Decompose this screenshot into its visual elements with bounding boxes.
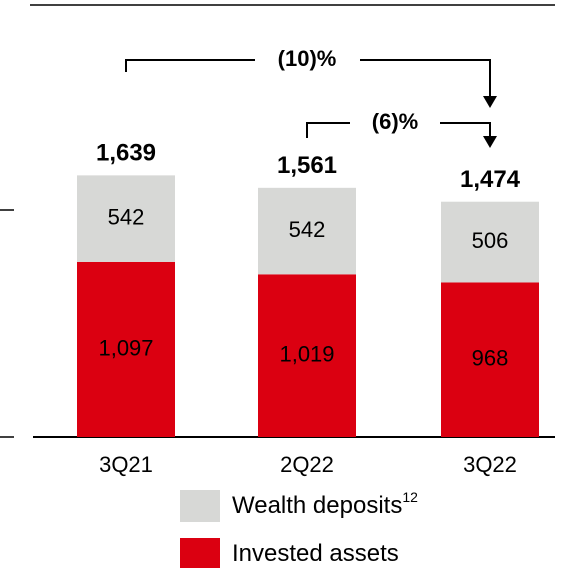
total-label: 1,639 xyxy=(96,140,156,167)
arrow-head xyxy=(483,136,497,148)
legend-footnote: 12 xyxy=(402,489,418,505)
legend-name: Invested assets xyxy=(232,540,399,567)
bar-segment xyxy=(441,201,539,283)
value-label: 542 xyxy=(289,217,326,242)
value-label: 542 xyxy=(108,204,145,229)
bar-segment xyxy=(258,187,356,275)
arrow-head xyxy=(483,96,497,108)
bar-segment xyxy=(441,282,539,437)
annotation: (6)% xyxy=(372,109,418,134)
value-label: 1,097 xyxy=(98,335,153,360)
value-label: 506 xyxy=(472,228,509,253)
legend-label: Invested assets xyxy=(232,540,399,567)
total-label: 1,561 xyxy=(277,152,337,179)
annotation: (10)% xyxy=(278,46,337,71)
legend-name: Wealth deposits xyxy=(232,492,402,519)
value-label: 1,019 xyxy=(279,341,334,366)
value-label: 968 xyxy=(472,346,509,371)
bar-segment xyxy=(77,175,175,262)
bracket xyxy=(125,59,491,98)
x-tick-label: 3Q22 xyxy=(463,452,517,477)
legend-label: Wealth deposits12 xyxy=(232,489,418,520)
bracket xyxy=(306,122,491,138)
legend-swatch xyxy=(180,538,220,568)
bar-segment xyxy=(77,261,175,437)
total-label: 1,474 xyxy=(460,166,521,193)
x-tick-label: 2Q22 xyxy=(280,452,334,477)
legend-swatch xyxy=(180,490,220,522)
bar-segment xyxy=(258,274,356,437)
x-tick-label: 3Q21 xyxy=(99,452,153,477)
